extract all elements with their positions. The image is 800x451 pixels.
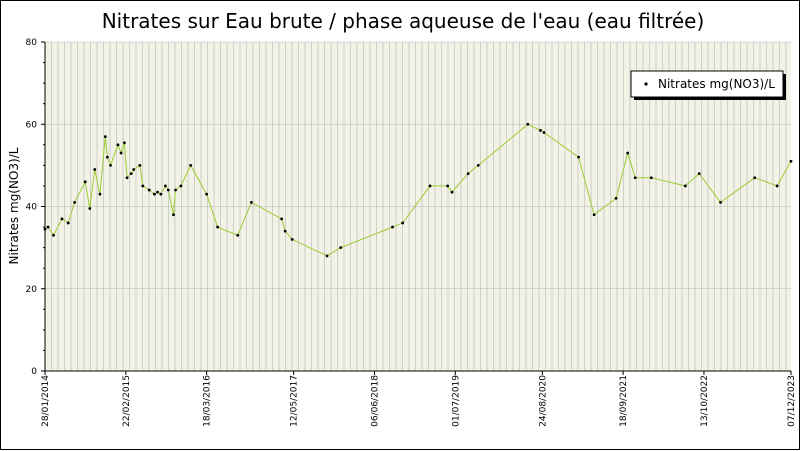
data-point <box>73 200 77 204</box>
data-point <box>697 172 701 176</box>
data-point <box>539 129 542 132</box>
data-point <box>116 143 120 147</box>
data-point <box>592 213 596 217</box>
data-point <box>542 131 546 134</box>
data-point <box>216 225 220 229</box>
data-point <box>109 163 112 167</box>
data-point <box>450 190 454 194</box>
data-point <box>83 180 87 184</box>
y-tick-label: 0 <box>31 367 37 377</box>
data-point <box>98 192 102 196</box>
x-tick-label: 28/01/2014 <box>41 375 51 427</box>
y-axis-label: Nitrates mg(NO3)/L <box>7 147 21 264</box>
data-point <box>626 151 630 155</box>
y-tick-label: 80 <box>26 38 38 48</box>
data-point <box>138 163 142 167</box>
x-tick-label: 07/12/2023 <box>787 375 797 427</box>
data-point <box>172 213 175 217</box>
data-point <box>122 141 126 145</box>
data-point <box>753 176 757 180</box>
data-point <box>60 217 64 221</box>
x-tick-label: 24/08/2020 <box>538 375 548 427</box>
data-point <box>614 196 618 200</box>
x-axis: 28/01/2014 22/02/2015 18/03/2016 12/05/2017… <box>41 370 797 427</box>
data-point <box>283 229 287 233</box>
y-axis: 0 20 40 60 80 <box>26 38 46 377</box>
data-point <box>125 176 129 180</box>
data-point <box>466 172 470 176</box>
data-point <box>577 155 580 159</box>
data-point <box>141 184 145 188</box>
legend-entry: Nitrates mg(NO3)/L <box>658 77 775 91</box>
x-tick-label: 18/03/2016 <box>203 375 213 427</box>
x-tick-label: 22/02/2015 <box>122 375 132 427</box>
data-point <box>476 163 480 167</box>
legend-box <box>630 70 784 98</box>
x-tick-label: 12/05/2017 <box>290 375 300 427</box>
data-point <box>236 233 240 237</box>
data-point <box>189 163 193 167</box>
data-point <box>391 225 394 229</box>
data-point <box>156 190 159 194</box>
data-point <box>105 155 109 159</box>
data-point <box>93 168 97 171</box>
data-point <box>132 168 136 171</box>
data-point <box>789 159 793 163</box>
data-point <box>290 238 294 241</box>
data-point <box>526 122 530 126</box>
data-point <box>446 184 450 188</box>
chart-title: Nitrates sur Eau brute / phase aqueuse d… <box>102 9 705 33</box>
data-point <box>205 192 209 196</box>
data-point <box>719 200 722 204</box>
x-tick-label: 18/09/2021 <box>619 375 629 427</box>
data-point <box>119 151 123 155</box>
data-point <box>88 207 92 210</box>
data-point <box>339 246 343 250</box>
data-point <box>163 184 167 188</box>
data-point <box>775 184 779 188</box>
data-point <box>325 254 329 258</box>
x-tick-label: 01/07/2019 <box>451 375 461 427</box>
data-point <box>280 217 284 221</box>
data-point <box>166 188 170 192</box>
data-point <box>66 221 70 225</box>
series-line <box>44 123 792 257</box>
data-point <box>103 135 107 138</box>
data-point <box>153 192 156 196</box>
y-tick-label: 20 <box>26 285 38 295</box>
data-point <box>401 221 405 225</box>
data-point <box>683 184 687 188</box>
data-point <box>43 227 47 231</box>
x-tick-label: 06/06/2018 <box>370 375 380 427</box>
data-point <box>147 188 151 192</box>
data-point <box>428 184 432 188</box>
data-point <box>174 188 177 192</box>
data-point <box>52 233 55 237</box>
x-tick-label: 13/10/2022 <box>700 375 710 427</box>
data-point <box>129 172 133 176</box>
data-point <box>46 225 50 229</box>
data-point <box>633 176 637 180</box>
series-group <box>43 122 793 258</box>
data-point <box>159 192 163 196</box>
legend-marker-icon <box>644 82 648 86</box>
data-point <box>179 184 183 188</box>
legend: Nitrates mg(NO3)/L <box>630 70 786 100</box>
y-tick-label: 60 <box>26 120 38 130</box>
data-point <box>649 176 653 180</box>
data-point <box>249 200 253 204</box>
y-tick-label: 40 <box>26 203 38 213</box>
